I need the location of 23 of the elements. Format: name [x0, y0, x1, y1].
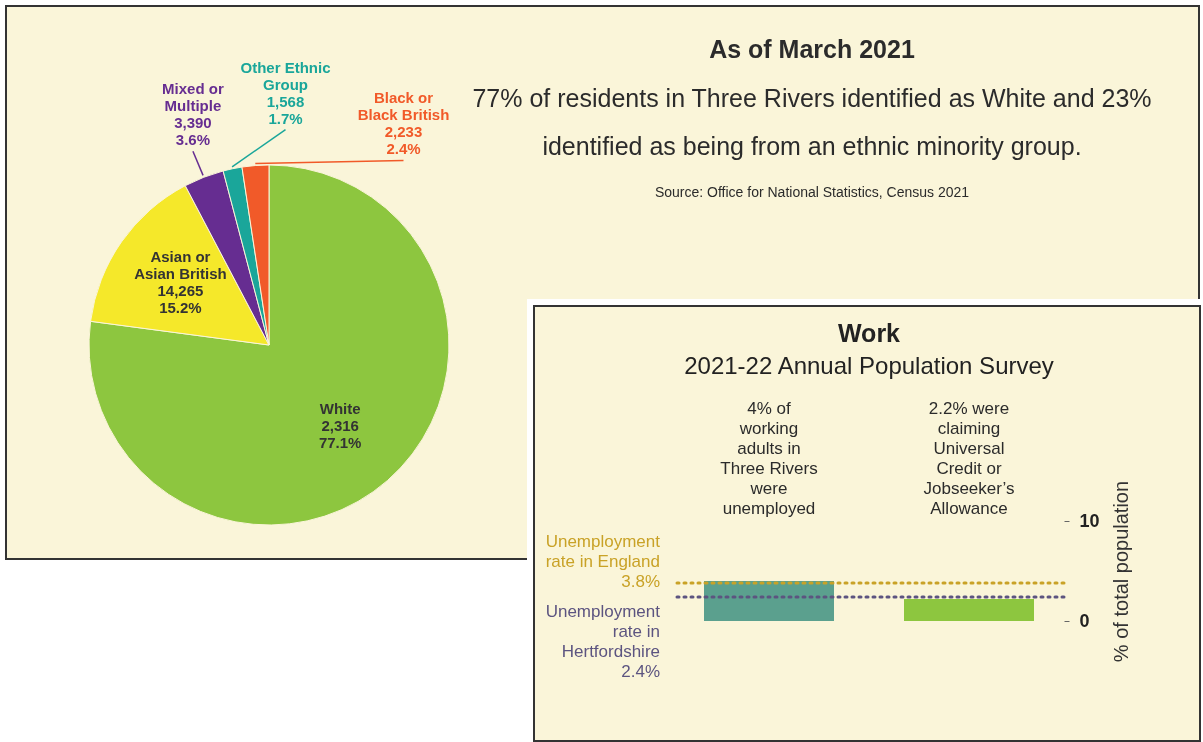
- y-tick-label: 10: [1079, 510, 1100, 531]
- data-label: 2,233 2.4%: [384, 123, 423, 158]
- data-label: 3,390 3.6%: [174, 114, 212, 149]
- y-axis-title: % of total population: [1109, 480, 1132, 663]
- data-label: 14,265 15.2%: [157, 282, 204, 317]
- x-tick-label: 2.2% were claiming Universal Credit or Jobseeker’s Allowance: [923, 398, 1015, 518]
- data-label: 2,316 77.1%: [318, 416, 362, 451]
- x-tick-label: 4% of working adults in Three Rivers were unemployed: [720, 398, 818, 518]
- slice-label: Mixed or Multiple: [162, 80, 224, 115]
- text: 77% of residents in Three Rivers identified as White and 23% identified as being from an ethnic minority group.: [472, 84, 1152, 160]
- pie-slice: [88, 164, 450, 526]
- ref-line-label: Unemployment rate in England 3.8%: [545, 532, 661, 591]
- text: As of March 2021: [708, 35, 916, 64]
- slice-label: Other Ethnic Group: [240, 58, 331, 93]
- chart-title: Work: [837, 319, 901, 347]
- slice-label: Black or Black British: [357, 89, 450, 124]
- slice-label: Asian or Asian British: [134, 248, 227, 283]
- data-label: 1,568 1.7%: [266, 92, 305, 127]
- chart-subtitle: 2021-22 Annual Population Survey: [684, 352, 1054, 379]
- ref-line-label: Unemployment rate in Hertfordshire 2.4%: [545, 602, 661, 681]
- slice-label: White: [319, 399, 361, 417]
- y-tick-label: 0: [1079, 610, 1090, 631]
- source-note: Source: Office for National Statistics, Census 2021: [653, 184, 971, 200]
